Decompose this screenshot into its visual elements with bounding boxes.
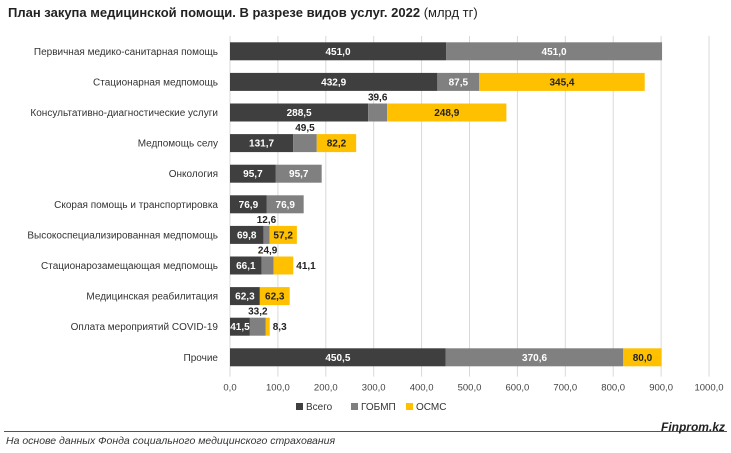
brand-logo: Finprom.kz [660,420,725,434]
data-label: 450,5 [325,353,350,364]
data-label: 95,7 [243,169,263,180]
x-tick-label: 1000,0 [694,383,723,394]
legend-swatch [406,403,413,410]
data-label: 49,5 [295,123,315,134]
category-label: Прочие [184,353,219,364]
bar-gobmp [446,42,663,61]
bar-osms [259,287,290,306]
x-tick-label: 800,0 [601,383,625,394]
bar-gobmp [275,164,322,183]
category-label: Онкология [169,169,218,180]
category-label: Скорая помощь и транспортировка [54,200,218,211]
data-label: 345,4 [549,77,574,88]
bar-osms [479,72,645,91]
x-tick-label: 500,0 [458,383,482,394]
bar-osms [273,256,294,275]
bar-vsego [230,225,264,244]
bar-osms [265,317,270,336]
category-label: Консультативно-диагностические услуги [30,108,218,119]
bar-gobmp [368,103,388,122]
data-label: 69,8 [237,230,257,241]
x-tick-label: 100,0 [266,383,290,394]
x-tick-label: 700,0 [553,383,577,394]
data-label: 33,2 [248,307,268,318]
legend-swatch [351,403,358,410]
data-label: 57,2 [273,230,293,241]
data-label: 432,9 [321,77,346,88]
legend-label: ОСМС [416,402,446,413]
x-tick-label: 400,0 [410,383,434,394]
bar-gobmp [437,72,480,91]
bar-gobmp [261,256,274,275]
chart-title: План закупа медицинской помощи. В разрез… [8,5,478,20]
category-label: Стационарная медпомощь [93,77,218,88]
data-label: 288,5 [287,108,312,119]
category-label: Высокоспециализированная медпомощь [27,230,218,241]
x-tick-label: 600,0 [506,383,530,394]
data-label: 76,9 [239,200,259,211]
bar-vsego [230,72,438,91]
x-tick-label: 200,0 [314,383,338,394]
bar-vsego [230,348,446,367]
legend-swatch [296,403,303,410]
data-label: 370,6 [522,353,547,364]
data-label: 66,1 [236,261,256,272]
data-label: 76,9 [276,200,296,211]
data-label: 95,7 [289,169,309,180]
category-label: Медпомощь селу [138,139,218,150]
bar-vsego [230,195,267,214]
bar-vsego [230,134,294,153]
bar-gobmp [266,195,304,214]
data-label: 8,3 [273,322,287,333]
bar-gobmp [445,348,624,367]
bar-gobmp [293,134,317,153]
bar-osms [623,348,662,367]
chart-title-unit: (млрд тг) [423,5,478,20]
data-label: 248,9 [434,108,459,119]
category-label: Первичная медико-санитарная помощь [34,47,218,58]
data-label: 39,6 [368,93,388,104]
source-note: На основе данных Фонда социального медиц… [6,435,336,447]
bar-osms [387,103,507,122]
data-label: 131,7 [249,139,274,150]
data-label: 62,3 [235,292,255,303]
category-label: Медицинская реабилитация [86,291,218,303]
bar-osms [316,134,357,153]
data-label: 41,1 [296,261,316,272]
data-label: 82,2 [327,139,347,150]
data-label: 12,6 [257,215,277,226]
bar-gobmp [249,317,266,336]
category-label: Стационарозамещающая медпомощь [41,261,218,272]
data-label: 87,5 [449,77,469,88]
category-label: Оплата мероприятий COVID-19 [71,322,219,333]
data-label: 451,0 [542,47,567,58]
bar-vsego [230,256,262,275]
bar-vsego [230,103,369,122]
bar-vsego [230,317,250,336]
x-tick-label: 300,0 [362,383,386,394]
bar-vsego [230,164,276,183]
bar-vsego [230,287,260,306]
legend-label: ГОБМП [361,402,396,413]
data-label: 24,9 [258,246,278,257]
x-tick-label: 0,0 [223,383,236,394]
data-label: 451,0 [325,47,350,58]
x-tick-label: 900,0 [649,383,673,394]
data-label: 80,0 [633,353,653,364]
bar-osms [269,225,297,244]
footer-divider [4,431,727,432]
data-label: 62,3 [265,292,285,303]
bar-vsego [230,42,447,61]
data-label: 41,5 [230,322,250,333]
legend-label: Всего [306,402,333,413]
bar-gobmp [263,225,270,244]
chart-title-main: План закупа медицинской помощи. В разрез… [8,5,421,20]
